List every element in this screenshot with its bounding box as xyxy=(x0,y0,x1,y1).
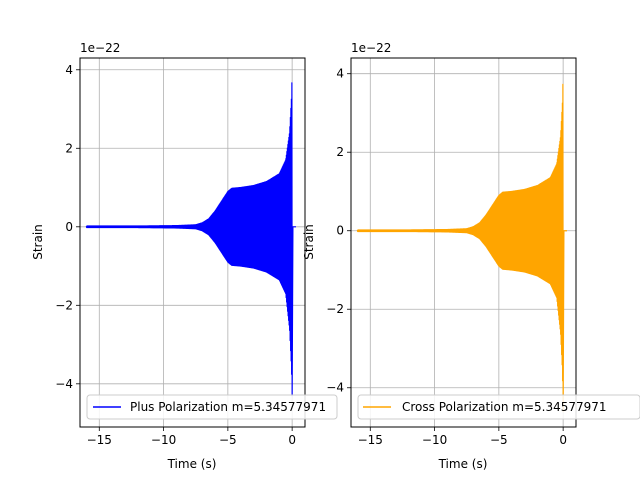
right-ticks: −15 −10 −5 0 4 2 0 −2 −4 xyxy=(326,67,567,447)
left-ticks: −15 −10 −5 0 4 2 0 −2 −4 xyxy=(55,63,296,447)
left-x-axis-label: Time (s) xyxy=(167,457,217,471)
right-axes-frame xyxy=(350,57,577,428)
right-y-tick-label: 0 xyxy=(336,224,344,238)
right-y-tick-label: −2 xyxy=(326,302,344,316)
right-legend-label: Cross Polarization m=5.34577971 xyxy=(402,400,607,414)
left-x-tick-label: −15 xyxy=(87,433,112,447)
left-x-tick-label: 0 xyxy=(288,433,296,447)
left-legend-box xyxy=(86,394,338,420)
right-legend: Cross Polarization m=5.34577971 xyxy=(357,394,640,420)
left-axes-frame xyxy=(79,57,306,428)
right-y-axis-label: Strain xyxy=(302,224,316,260)
right-x-tick-label: −10 xyxy=(422,433,447,447)
right-x-tick-label: −15 xyxy=(358,433,383,447)
cross-polarization-subplot: −15 −10 −5 0 4 2 0 −2 −4 1e−22 Time (s) Strain C… xyxy=(302,41,640,471)
left-y-tick-label: 2 xyxy=(65,141,73,155)
left-legend-label: Plus Polarization m=5.34577971 xyxy=(130,400,326,414)
left-y-tick-label: 4 xyxy=(65,63,73,77)
right-y-tick-label: −4 xyxy=(326,381,344,395)
right-legend-box xyxy=(357,394,640,420)
right-x-tick-label: −5 xyxy=(490,433,508,447)
right-y-offset-text: 1e−22 xyxy=(351,41,391,55)
left-y-tick-label: −4 xyxy=(55,377,73,391)
left-y-axis-label: Strain xyxy=(31,224,45,260)
right-y-tick-label: 4 xyxy=(336,67,344,81)
right-x-tick-label: 0 xyxy=(559,433,567,447)
right-y-tick-label: 2 xyxy=(336,145,344,159)
plus-polarization-subplot: −15 −10 −5 0 4 2 0 −2 −4 1e−22 Time (s) Strain P… xyxy=(31,41,338,471)
right-x-axis-label: Time (s) xyxy=(438,457,488,471)
left-x-tick-label: −5 xyxy=(219,433,237,447)
left-plot-area xyxy=(85,82,296,397)
right-plot-area xyxy=(356,83,567,412)
left-legend: Plus Polarization m=5.34577971 xyxy=(86,394,338,420)
left-y-offset-text: 1e−22 xyxy=(80,41,120,55)
left-y-tick-label: 0 xyxy=(65,220,73,234)
left-x-tick-label: −10 xyxy=(151,433,176,447)
right-waveform-series xyxy=(356,83,567,412)
left-y-tick-label: −2 xyxy=(55,298,73,312)
left-waveform-series xyxy=(85,82,296,397)
